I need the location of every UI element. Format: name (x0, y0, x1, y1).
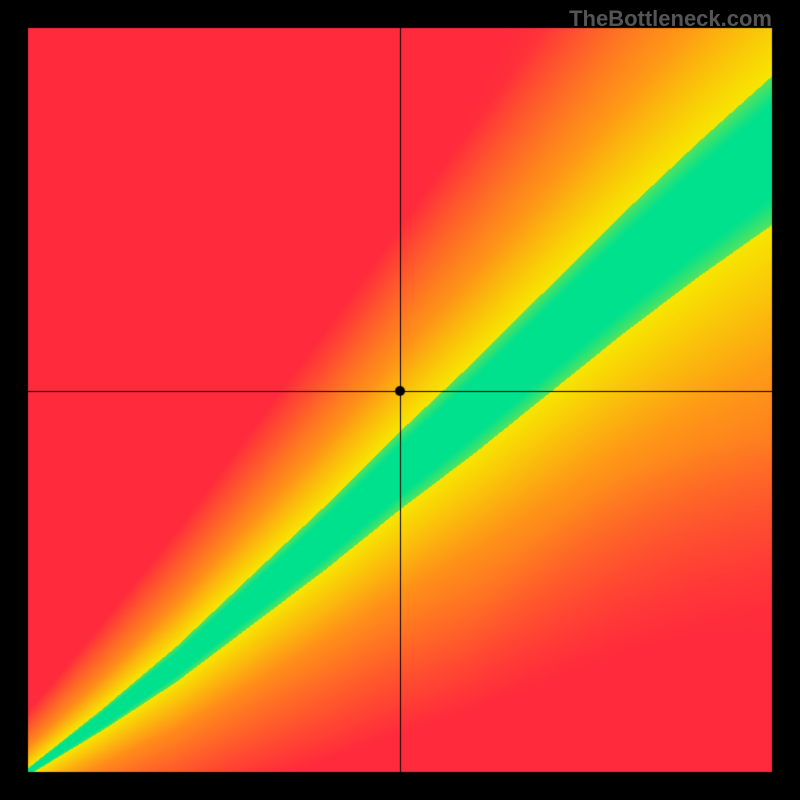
chart-container: TheBottleneck.com (0, 0, 800, 800)
watermark-text: TheBottleneck.com (569, 6, 772, 32)
heatmap-canvas (0, 0, 800, 800)
